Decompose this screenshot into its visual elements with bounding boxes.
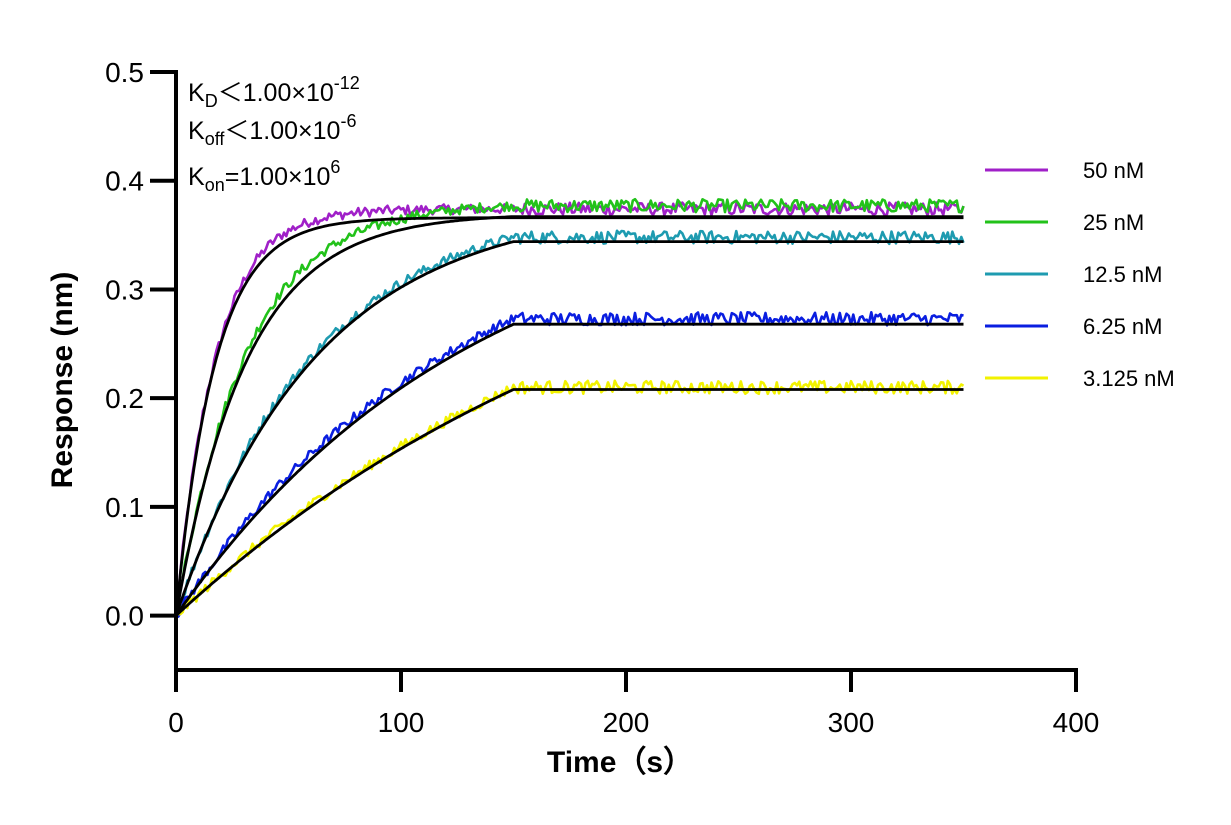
observed-line-3	[175, 311, 964, 619]
fit-line-3	[174, 322, 964, 617]
kinetics-annotation: KD＜1.00×10-12 Koff＜1.00×10-6 Kon=1.00×10…	[188, 73, 360, 195]
observed-line-4	[175, 379, 965, 616]
x-ticks: 0 100 200 300 400	[168, 670, 1099, 738]
x-tick-label: 100	[378, 707, 425, 738]
legend-label: 12.5 nM	[1083, 262, 1163, 287]
x-axis-title: Time（s）	[547, 745, 693, 779]
fit-line-2	[174, 240, 964, 617]
x-tick-label: 0	[168, 707, 184, 738]
y-ticks: 0.0 0.1 0.2 0.3 0.4 0.5	[105, 57, 176, 632]
y-tick-label: 0.1	[105, 492, 144, 523]
axes: 0 100 200 300 400 0.0 0.1 0.2 0.3 0.4 0.5	[105, 57, 1099, 738]
x-tick-label: 200	[603, 707, 650, 738]
legend-label: 6.25 nM	[1083, 314, 1163, 339]
y-tick-label: 0.4	[105, 166, 144, 197]
legend-label: 50 nM	[1083, 158, 1144, 183]
fit-line-4	[175, 388, 964, 617]
observed-line-1	[174, 197, 965, 621]
legend-label: 25 nM	[1083, 210, 1144, 235]
y-tick-label: 0.5	[105, 57, 144, 88]
legend-label: 3.125 nM	[1083, 366, 1175, 391]
y-axis-title: Response (nm)	[46, 272, 79, 489]
x-tick-label: 400	[1053, 707, 1100, 738]
observed-line-2	[175, 229, 965, 617]
koff-annotation: Koff＜1.00×10-6	[188, 111, 356, 149]
observed-curves	[174, 197, 965, 621]
y-tick-label: 0.3	[105, 274, 144, 305]
observed-line-0	[174, 201, 965, 615]
fitted-curves	[174, 215, 964, 617]
x-tick-label: 300	[828, 707, 875, 738]
kon-annotation: Kon=1.00×106	[188, 157, 340, 195]
y-tick-label: 0.2	[105, 383, 144, 414]
fit-line-1	[174, 215, 964, 616]
y-tick-label: 0.0	[105, 601, 144, 632]
kd-annotation: KD＜1.00×10-12	[188, 73, 360, 111]
legend: 50 nM 25 nM 12.5 nM 6.25 nM 3.125 nM	[985, 158, 1175, 391]
